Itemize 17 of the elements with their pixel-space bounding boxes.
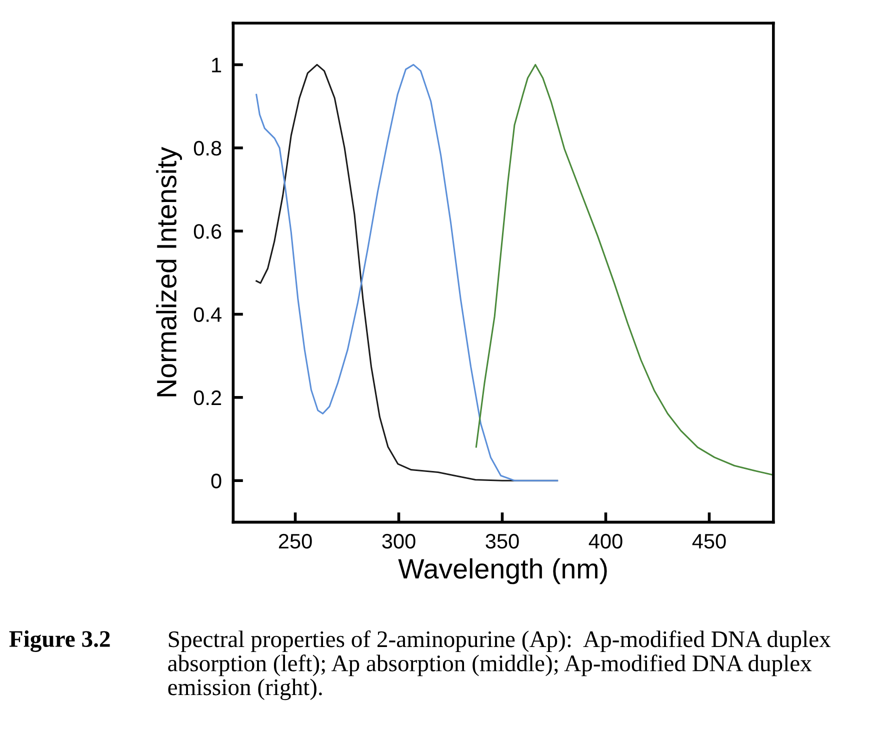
line-series <box>475 64 774 476</box>
y-tick-label: 0.8 <box>194 140 222 156</box>
line-series <box>256 64 558 482</box>
x-axis-title: Wavelength (nm) <box>398 558 607 584</box>
y-tick-label: 0.2 <box>194 390 222 406</box>
y-tick-label: 0.4 <box>194 307 222 322</box>
y-tick-label: 0.6 <box>194 224 222 239</box>
y-tick-label: 1 <box>212 58 222 72</box>
x-tick-label: 250 <box>278 534 312 549</box>
x-tick-label: 400 <box>588 534 622 549</box>
caption: Figure 3.2 <box>9 630 110 652</box>
x-tick-label: 350 <box>486 534 519 549</box>
x-tick-label: 450 <box>692 534 726 549</box>
x-tick-label: 300 <box>382 534 416 549</box>
y-tick-label: 0 <box>211 474 222 488</box>
y-axis-title: Normalized Intensity <box>156 146 182 396</box>
text: Spectral properties of 2-aminopurine (Ap): Ap-modified DNA duplex absorption (left); Ap absorption (middle); Ap-modified DNA duplex emission (right). <box>168 630 831 700</box>
